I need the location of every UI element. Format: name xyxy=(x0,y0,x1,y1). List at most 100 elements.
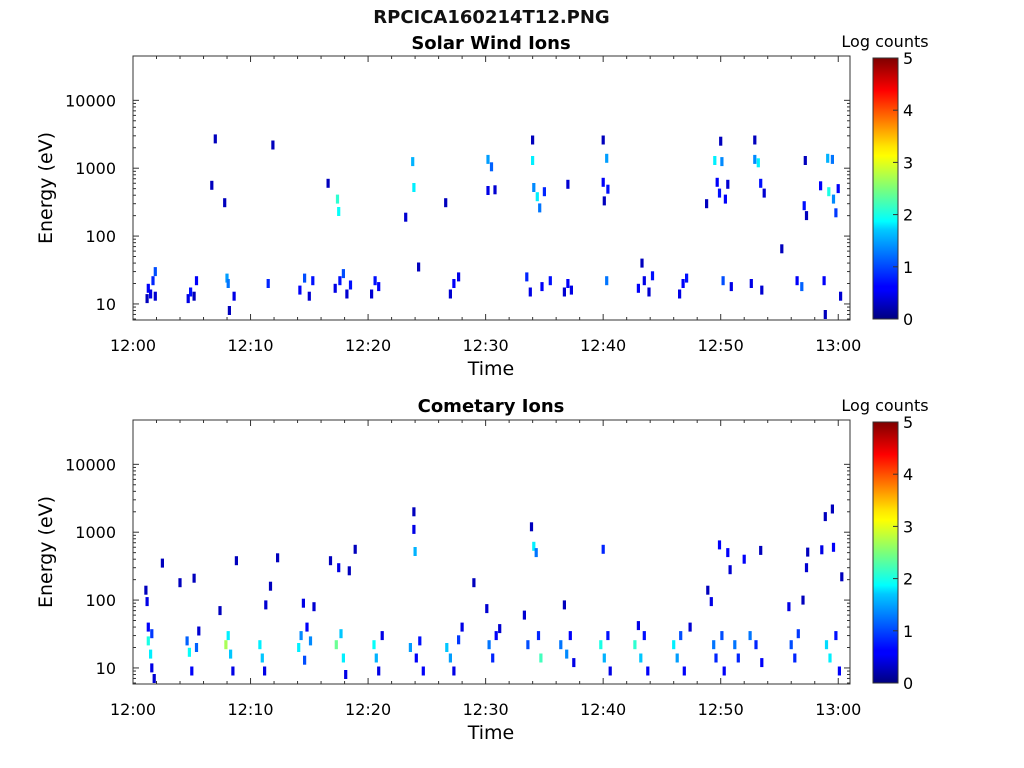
data-cell xyxy=(227,306,231,315)
data-cell xyxy=(723,194,727,204)
data-cell xyxy=(675,653,679,663)
data-cell xyxy=(411,157,415,167)
data-cell xyxy=(338,276,342,286)
data-cell xyxy=(714,653,718,663)
data-cell xyxy=(753,135,757,145)
data-cell xyxy=(448,653,452,663)
data-cell xyxy=(726,179,730,189)
colorbar-tick-label: 5 xyxy=(903,49,913,68)
data-cell xyxy=(297,643,301,652)
data-cell xyxy=(160,558,164,568)
data-cell xyxy=(189,287,193,297)
data-cell xyxy=(602,196,606,206)
data-cell xyxy=(186,294,190,304)
data-cell xyxy=(194,643,199,652)
data-cell xyxy=(417,262,421,272)
data-cell xyxy=(605,153,609,163)
x-tick-label: 12:00 xyxy=(110,700,156,719)
y-tick-label: 10 xyxy=(96,659,116,678)
data-cell xyxy=(534,548,538,558)
x-tick-label: 12:40 xyxy=(580,700,626,719)
data-cell xyxy=(146,636,150,646)
data-cell xyxy=(800,282,804,292)
x-tick-label: 12:20 xyxy=(345,336,391,355)
data-cell xyxy=(542,187,546,197)
x-tick-label: 12:30 xyxy=(463,336,509,355)
data-cell xyxy=(719,136,723,146)
data-cell xyxy=(526,640,530,650)
colorbar-tick-label: 1 xyxy=(903,622,913,641)
data-cell xyxy=(559,640,563,650)
data-cell xyxy=(337,563,341,573)
data-cell xyxy=(373,276,377,286)
data-cell xyxy=(194,276,199,286)
data-cell xyxy=(720,631,724,641)
data-cell xyxy=(187,647,191,657)
data-cell xyxy=(837,666,841,676)
data-cell xyxy=(640,258,644,268)
colorbar: Log counts 0 1 2 3 4 5 xyxy=(841,396,928,693)
colorbar: Log counts 0 1 2 3 4 5 xyxy=(841,32,928,329)
data-cell xyxy=(150,663,154,673)
data-cell xyxy=(636,283,640,293)
data-cell xyxy=(705,199,709,209)
data-cell xyxy=(190,666,194,676)
data-cell xyxy=(678,289,682,299)
colorbar-tick-label: 4 xyxy=(903,101,913,120)
data-cell xyxy=(548,276,552,286)
data-cell xyxy=(345,289,349,299)
data-cell xyxy=(260,653,264,663)
data-cell xyxy=(531,135,535,145)
data-cell xyxy=(715,177,719,187)
data-cell xyxy=(525,272,529,282)
data-cell xyxy=(149,289,153,299)
data-cell xyxy=(312,602,316,612)
data-cell xyxy=(149,649,153,659)
data-cell xyxy=(819,181,823,191)
data-cell xyxy=(494,631,498,641)
colorbar-tick-label: 0 xyxy=(903,310,913,329)
data-cell xyxy=(303,273,307,283)
x-tick-label: 13:00 xyxy=(815,336,861,355)
data-cell xyxy=(650,271,655,281)
data-cell xyxy=(232,291,236,301)
data-cell xyxy=(341,653,345,663)
x-tick-label: 12:00 xyxy=(110,336,156,355)
y-tick-label: 10000 xyxy=(65,455,116,474)
data-cell xyxy=(271,140,275,150)
data-cell xyxy=(412,524,416,534)
data-cell xyxy=(404,212,408,222)
data-cell xyxy=(421,666,425,676)
data-cell xyxy=(448,289,452,299)
data-cell xyxy=(298,285,302,295)
data-cell xyxy=(486,186,490,195)
y-tick-label: 100 xyxy=(85,591,116,610)
data-cell xyxy=(802,201,806,211)
data-cell xyxy=(339,629,343,639)
data-cell xyxy=(566,179,570,189)
data-cell xyxy=(311,276,315,286)
x-axis-label: Time xyxy=(467,722,515,744)
data-cell xyxy=(726,548,730,558)
data-cell xyxy=(606,631,610,641)
data-cell xyxy=(445,643,449,652)
colorbar-label: Log counts xyxy=(841,32,928,51)
data-cell xyxy=(489,162,494,172)
data-cell xyxy=(820,545,824,555)
data-cell xyxy=(831,194,836,204)
data-cell xyxy=(303,655,307,665)
data-cell xyxy=(231,666,235,676)
data-cell xyxy=(532,183,536,192)
data-cell xyxy=(681,279,685,288)
data-cell xyxy=(826,153,830,163)
data-cell xyxy=(729,282,733,292)
colorbar-tick-label: 2 xyxy=(903,206,913,225)
data-cell xyxy=(370,289,374,299)
x-tick-label: 12:30 xyxy=(463,700,509,719)
cometary-panel: Cometary Ions 12:00 12:10 12:20 12:30 12:40 1… xyxy=(35,396,929,744)
colorbar-gradient xyxy=(872,57,899,320)
data-cell xyxy=(144,585,148,595)
data-cell xyxy=(197,626,201,636)
data-cell xyxy=(210,180,214,190)
colorbar-tick-label: 0 xyxy=(903,674,913,693)
